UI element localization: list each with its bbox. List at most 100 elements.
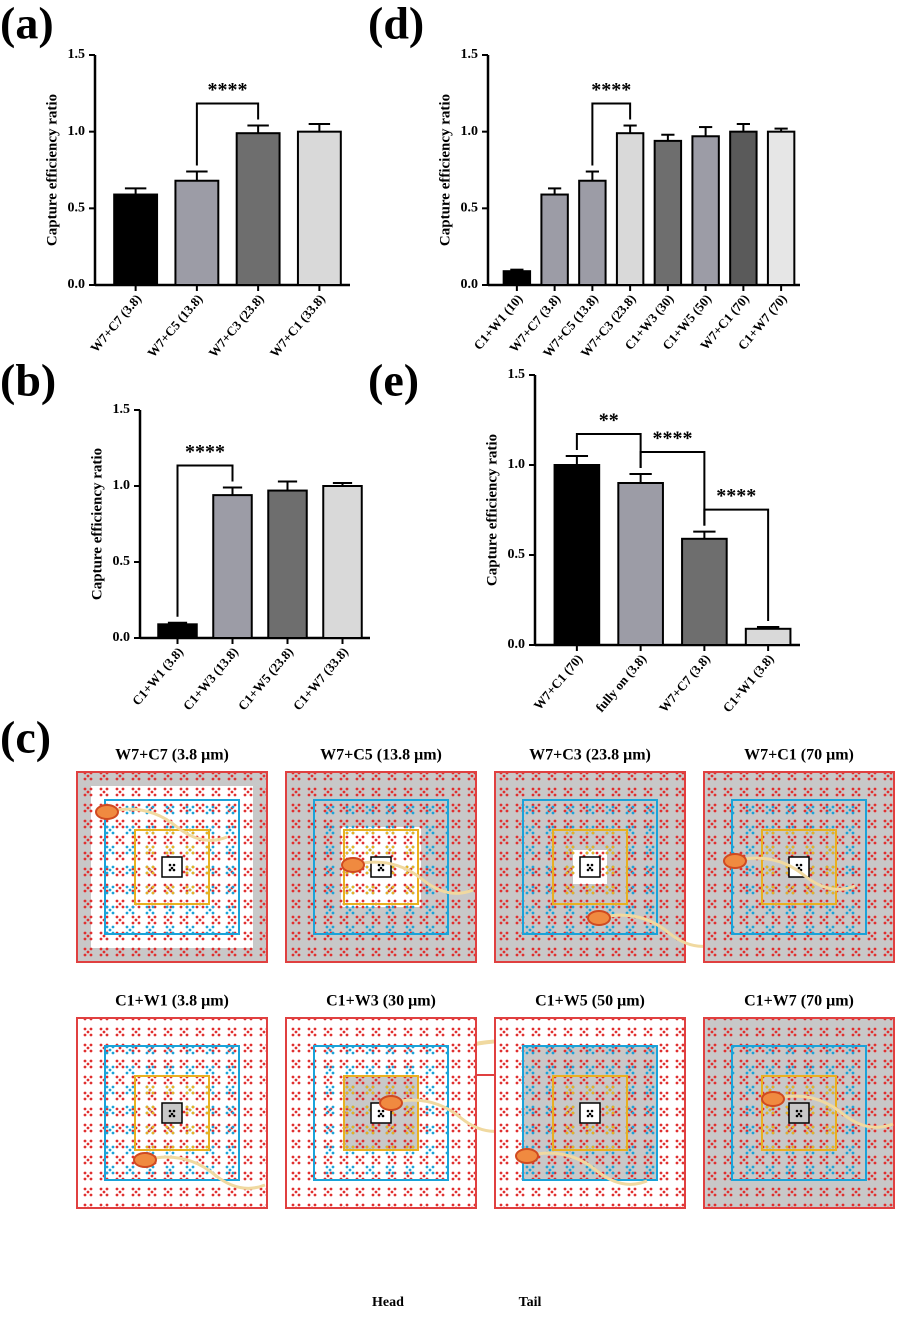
bar xyxy=(540,193,569,287)
region xyxy=(313,799,449,935)
center-dot xyxy=(379,1112,383,1116)
significance-label: **** xyxy=(185,441,225,463)
significance-bracket xyxy=(176,464,234,617)
sperm-head xyxy=(379,1095,403,1111)
bar-chart: (e) Capture efficiency ratio 0.0 0.5 1.0 1.5 W… xyxy=(368,355,800,715)
x-tick-label: W7+C1 (33.8) xyxy=(267,291,328,360)
significance-bracket xyxy=(703,508,770,621)
region xyxy=(552,1075,628,1151)
y-tick-label: 1.0 xyxy=(113,478,131,493)
y-axis-label: Capture efficiency ratio xyxy=(44,94,60,246)
y-tick-label: 1.5 xyxy=(461,47,479,62)
x-tick-label: C1+W1 (3.8) xyxy=(129,644,186,708)
electrode-square: W7+C3 (23.8 μm) xyxy=(494,747,720,963)
square-title: C1+W1 (3.8 μm) xyxy=(115,993,229,1010)
bar xyxy=(615,132,645,286)
panel-label: (e) xyxy=(368,355,419,406)
center-dot xyxy=(377,1109,381,1113)
bar xyxy=(553,464,601,646)
electrode-square: W7+C5 (13.8 μm) xyxy=(285,747,477,963)
center-dot xyxy=(797,1112,801,1116)
center-dot xyxy=(795,1114,799,1118)
center-dot xyxy=(381,1109,385,1113)
y-tick-label: 0.5 xyxy=(113,554,131,569)
center-dot xyxy=(586,1114,590,1118)
sperm-tail xyxy=(526,1151,648,1186)
y-tick-label: 0.0 xyxy=(113,630,131,645)
sperm-head xyxy=(95,804,119,820)
y-tick-label: 0.0 xyxy=(508,637,526,652)
x-tick-label: W7+C7 (3.8) xyxy=(656,651,713,715)
x-tick-label: W7+C1 (70) xyxy=(530,651,585,713)
significance-bracket xyxy=(575,433,642,468)
region xyxy=(285,771,477,963)
legend-tail: Tail xyxy=(519,1295,542,1310)
center-dot xyxy=(381,1114,385,1118)
y-tick-label: 0.5 xyxy=(508,547,526,562)
region xyxy=(134,1075,210,1151)
region xyxy=(313,1045,449,1181)
bar xyxy=(578,179,607,287)
center-dot xyxy=(170,866,174,870)
y-axis-label: Capture efficiency ratio xyxy=(484,434,500,586)
center-dot xyxy=(795,1109,799,1113)
bar xyxy=(729,130,758,286)
sperm-head xyxy=(587,910,611,926)
x-tick-label: fully on (3.8) xyxy=(592,651,649,715)
electrode-square: C1+W3 (30 μm) xyxy=(285,993,512,1209)
sperm-head xyxy=(723,853,747,869)
region xyxy=(104,799,240,935)
significance-label: **** xyxy=(716,485,756,507)
square-title: C1+W7 (70 μm) xyxy=(744,993,854,1010)
region xyxy=(522,1045,658,1181)
sperm-tail xyxy=(144,1155,266,1190)
bar xyxy=(267,489,308,639)
center-dot xyxy=(799,863,803,867)
bar xyxy=(502,270,532,287)
panel-label: (b) xyxy=(0,355,56,406)
electrode-square: C1+W5 (50 μm) xyxy=(494,993,686,1209)
center-dot xyxy=(590,868,594,872)
sperm-tail xyxy=(352,860,474,895)
significance-label: **** xyxy=(653,428,693,450)
sperm-head xyxy=(133,1152,157,1168)
center-dot xyxy=(586,863,590,867)
electrode-square: W7+C7 (3.8 μm) xyxy=(76,747,268,963)
center-dot xyxy=(168,868,172,872)
panel-label: (a) xyxy=(0,0,54,49)
region xyxy=(134,829,210,905)
center-dot xyxy=(799,1114,803,1118)
significance-label: ** xyxy=(599,410,619,432)
center-dot xyxy=(590,1114,594,1118)
y-tick-label: 1.5 xyxy=(113,402,131,417)
y-axis-label: Capture efficiency ratio xyxy=(89,448,105,600)
center-dot xyxy=(168,863,172,867)
center-dot xyxy=(795,863,799,867)
y-tick-label: 0.5 xyxy=(461,201,479,216)
bar xyxy=(691,135,720,286)
y-tick-label: 1.5 xyxy=(508,367,526,382)
y-axis-label: Capture efficiency ratio xyxy=(437,94,453,246)
y-tick-label: 0.0 xyxy=(68,277,86,292)
square-title: W7+C5 (13.8 μm) xyxy=(320,747,442,764)
significance-label: **** xyxy=(208,79,248,101)
bar-chart: (b) Capture efficiency ratio 0.0 0.5 1.0 1.5 C… xyxy=(0,355,370,713)
square-title: C1+W5 (50 μm) xyxy=(535,993,645,1010)
x-tick-label: C1+W1 (3.8) xyxy=(720,651,777,715)
bar xyxy=(744,627,792,646)
region xyxy=(703,1017,895,1209)
region xyxy=(552,829,628,905)
panel-label: (c) xyxy=(0,712,51,763)
bar xyxy=(322,485,363,639)
center-dot xyxy=(799,1109,803,1113)
bar xyxy=(235,132,281,286)
center-dot xyxy=(586,868,590,872)
region xyxy=(761,829,837,905)
square-title: W7+C7 (3.8 μm) xyxy=(115,747,229,764)
center-dot xyxy=(381,863,385,867)
y-tick-label: 1.0 xyxy=(461,124,479,139)
center-dot xyxy=(172,1109,176,1113)
bar xyxy=(681,537,728,646)
sperm-head xyxy=(761,1091,785,1107)
